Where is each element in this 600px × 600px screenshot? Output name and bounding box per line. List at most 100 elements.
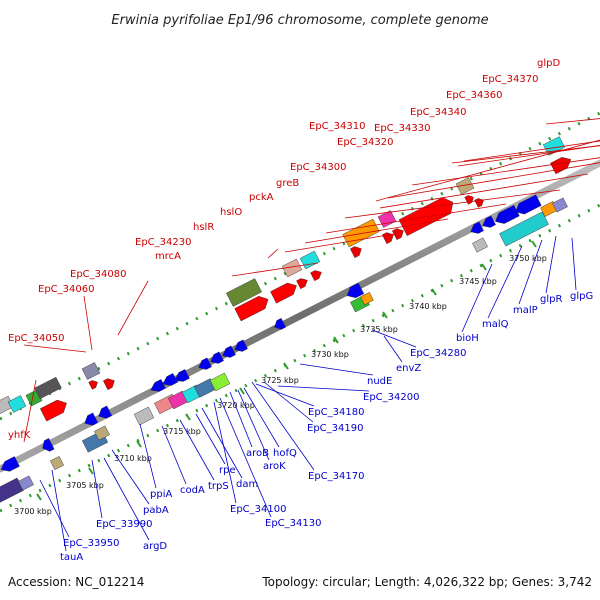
gene-label-forward: EpC_34050 bbox=[8, 333, 64, 344]
label-leader-line bbox=[284, 233, 395, 253]
gene-block bbox=[299, 250, 321, 270]
label-leader-line bbox=[179, 419, 215, 481]
gene-label-forward: glpD bbox=[537, 58, 560, 69]
forward-gene-arrow bbox=[392, 228, 404, 240]
label-leader-line bbox=[304, 218, 449, 244]
label-leader-line bbox=[255, 383, 315, 407]
forward-gene-arrow bbox=[474, 198, 484, 208]
scale-tick-label: 3705 kbp bbox=[66, 481, 104, 490]
gene-block bbox=[281, 258, 303, 278]
forward-gene-arrow bbox=[88, 380, 98, 390]
gene-label-reverse: ppiA bbox=[150, 489, 172, 500]
label-leader-line bbox=[195, 413, 226, 465]
gene-label-reverse: EpC_34280 bbox=[410, 348, 466, 359]
scale-tick-label: 3735 kbp bbox=[360, 325, 398, 334]
gene-label-reverse: EpC_34170 bbox=[308, 471, 364, 482]
scale-tick-label: 3740 kbp bbox=[409, 302, 447, 311]
gene-label-reverse: envZ bbox=[396, 363, 421, 374]
gene-block bbox=[472, 237, 488, 253]
gene-block bbox=[455, 177, 475, 195]
scale-tick-mark bbox=[136, 440, 142, 448]
gene-label-reverse: nudE bbox=[367, 376, 392, 387]
reverse-gene-arrow bbox=[346, 282, 365, 299]
scale-tick-mark bbox=[36, 493, 42, 501]
gene-block bbox=[34, 376, 62, 400]
gene-label-reverse: EpC_34100 bbox=[230, 504, 286, 515]
gene-label-forward: greB bbox=[276, 178, 299, 189]
label-leader-line bbox=[487, 245, 523, 319]
scale-tick-mark bbox=[283, 362, 289, 370]
forward-gene-arrow bbox=[296, 278, 308, 290]
label-leader-line bbox=[344, 189, 561, 219]
reverse-gene-arrow bbox=[222, 345, 236, 358]
gene-label-reverse: pabA bbox=[143, 505, 169, 516]
gene-block bbox=[18, 475, 34, 491]
label-leader-line bbox=[231, 262, 319, 277]
reverse-gene-arrow bbox=[274, 318, 286, 330]
label-leader-line bbox=[325, 203, 507, 234]
gene-label-reverse: dam bbox=[236, 479, 258, 490]
gene-label-reverse: rpe bbox=[219, 465, 236, 476]
gene-label-reverse: aroK bbox=[263, 461, 286, 472]
label-leader-line bbox=[383, 335, 403, 363]
gene-block bbox=[50, 456, 64, 470]
gene-label-forward: yhfK bbox=[8, 430, 31, 441]
scale-tick-label: 3720 kbp bbox=[217, 401, 255, 410]
scale-tick-mark bbox=[185, 413, 191, 421]
scale-tick-mark bbox=[481, 263, 487, 271]
gene-block bbox=[499, 211, 549, 247]
gene-label-reverse: tauA bbox=[60, 552, 83, 563]
scale-tick-mark bbox=[88, 467, 94, 475]
scale-tick-label: 3750 kbp bbox=[509, 254, 547, 263]
forward-gene-arrow bbox=[39, 399, 67, 422]
gene-block bbox=[209, 372, 231, 392]
gene-block bbox=[94, 425, 110, 441]
label-leader-line bbox=[23, 344, 87, 353]
label-leader-lines bbox=[23, 118, 600, 552]
label-leader-line bbox=[103, 457, 150, 541]
label-leader-line bbox=[243, 387, 280, 448]
gene-label-reverse: glpG bbox=[570, 291, 593, 302]
label-leader-line bbox=[375, 139, 600, 202]
reverse-gene-arrow bbox=[198, 357, 212, 370]
forward-gene-arrow bbox=[270, 282, 297, 304]
scale-tick-label: 3710 kbp bbox=[114, 454, 152, 463]
gene-block bbox=[552, 197, 568, 213]
gene-label-reverse: bioH bbox=[456, 333, 479, 344]
label-leader-line bbox=[545, 118, 600, 125]
gene-label-forward: EpC_34340 bbox=[410, 107, 466, 118]
scale-tick-label: 3745 kbp bbox=[459, 277, 497, 286]
map-title: Erwinia pyrifoliae Ep1/96 chromosome, co… bbox=[111, 13, 488, 28]
reverse-gene-arrow bbox=[470, 221, 484, 234]
gene-block bbox=[133, 406, 155, 426]
label-leader-line bbox=[277, 385, 370, 392]
gene-label-reverse: EpC_33950 bbox=[63, 538, 119, 549]
reverse-gene-arrow bbox=[210, 351, 224, 364]
gene-label-reverse: EpC_34180 bbox=[308, 407, 364, 418]
gene-label-forward: EpC_34080 bbox=[70, 269, 126, 280]
reverse-gene-arrow bbox=[495, 204, 520, 224]
scale-tick-mark bbox=[531, 240, 537, 248]
forward-gene-arrow bbox=[103, 378, 115, 390]
label-leader-line bbox=[371, 329, 417, 348]
label-leader-line bbox=[299, 363, 374, 376]
label-leader-line bbox=[117, 280, 149, 336]
reverse-gene-arrow bbox=[174, 369, 190, 382]
gene-block bbox=[360, 291, 374, 306]
scale-tick-mark bbox=[382, 311, 388, 319]
reverse-track-dots bbox=[0, 203, 600, 513]
label-leader-line bbox=[518, 239, 543, 305]
label-leader-line bbox=[387, 162, 600, 199]
label-leader-line bbox=[51, 469, 67, 552]
gene-label-reverse: glpR bbox=[540, 294, 562, 305]
label-leader-line bbox=[139, 423, 157, 489]
reverse-gene-arrow bbox=[98, 405, 113, 419]
gene-label-forward: EpC_34230 bbox=[135, 237, 191, 248]
gene-label-reverse: EpC_33990 bbox=[96, 519, 152, 530]
gene-label-reverse: trpS bbox=[208, 481, 229, 492]
gene-label-forward: EpC_34060 bbox=[38, 284, 94, 295]
gene-label-reverse: codA bbox=[180, 485, 205, 496]
scale-tick-mark bbox=[333, 336, 339, 344]
